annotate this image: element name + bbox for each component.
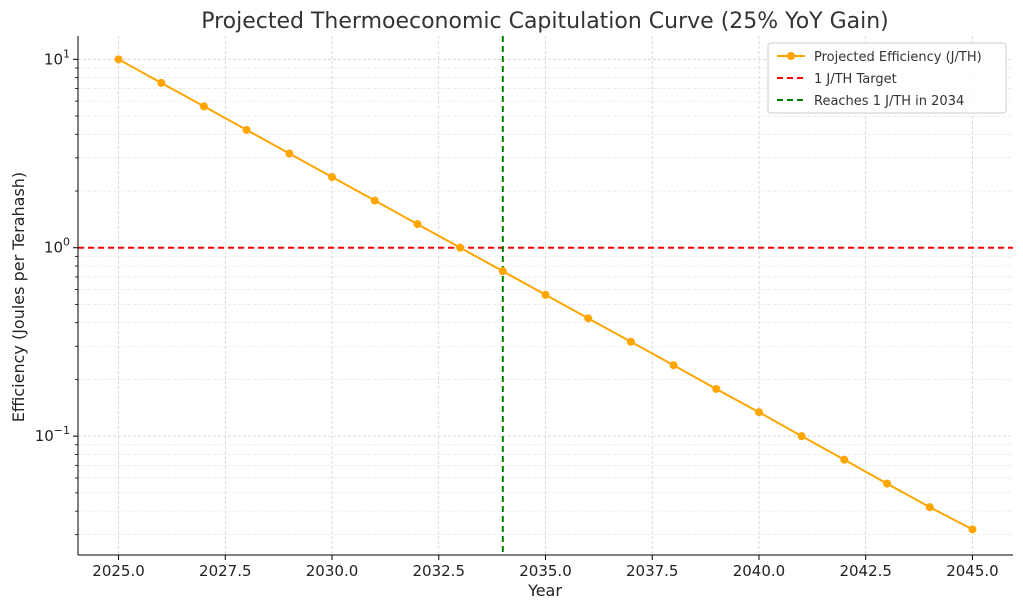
y-tick-label: 100 bbox=[44, 236, 70, 257]
reference-lines bbox=[78, 36, 1013, 555]
data-point bbox=[199, 102, 208, 111]
x-tick-label: 2045.0 bbox=[946, 562, 999, 580]
data-point bbox=[498, 267, 507, 276]
data-point bbox=[712, 384, 721, 393]
axes bbox=[73, 36, 1013, 560]
data-point bbox=[242, 125, 251, 134]
y-tick-exponent: −1 bbox=[54, 424, 70, 437]
data-point bbox=[925, 503, 934, 512]
y-tick-exponent: 0 bbox=[63, 236, 70, 249]
y-axis-label: Efficiency (Joules per Terahash) bbox=[9, 172, 28, 422]
x-axis-label: Year bbox=[527, 581, 562, 600]
y-tick-base: 10 bbox=[44, 50, 63, 68]
x-tick-label: 2035.0 bbox=[519, 562, 572, 580]
x-tick-label: 2025.0 bbox=[92, 562, 145, 580]
data-point bbox=[328, 173, 337, 182]
y-tick-label: 10−1 bbox=[35, 424, 70, 445]
chart-title: Projected Thermoeconomic Capitulation Cu… bbox=[201, 9, 889, 34]
data-point bbox=[883, 479, 892, 488]
legend-label: Projected Efficiency (J/TH) bbox=[814, 50, 982, 65]
x-tick-label: 2027.5 bbox=[199, 562, 252, 580]
y-tick-base: 10 bbox=[35, 427, 54, 445]
legend-box bbox=[767, 42, 1007, 114]
legend-label: 1 J/TH Target bbox=[814, 72, 897, 87]
legend-label: Reaches 1 J/TH in 2034 bbox=[814, 94, 964, 109]
tick-labels: 2025.0 2027.5 2030.0 2032.5 2035.0 2037.5 2040… bbox=[35, 47, 999, 580]
data-point bbox=[114, 55, 123, 64]
data-point bbox=[370, 196, 379, 205]
x-tick-label: 2032.5 bbox=[413, 562, 466, 580]
data-point bbox=[754, 408, 763, 417]
legend-swatch-marker bbox=[787, 52, 795, 60]
data-point bbox=[456, 243, 465, 252]
data-point bbox=[968, 525, 977, 534]
data-point bbox=[541, 290, 550, 299]
data-point bbox=[840, 455, 849, 464]
x-tick-label: 2030.0 bbox=[306, 562, 359, 580]
data-point bbox=[584, 314, 593, 323]
series-layer bbox=[114, 55, 977, 534]
grid bbox=[78, 36, 1013, 555]
data-point bbox=[157, 78, 166, 87]
legend: Projected Efficiency (J/TH) 1 J/TH Target… bbox=[767, 42, 1007, 114]
data-point bbox=[797, 432, 806, 441]
data-point bbox=[669, 361, 678, 370]
data-point bbox=[285, 149, 294, 158]
x-tick-label: 2042.5 bbox=[839, 562, 892, 580]
y-tick-base: 10 bbox=[44, 239, 63, 257]
y-tick-exponent: 1 bbox=[63, 47, 70, 60]
x-tick-label: 2037.5 bbox=[626, 562, 679, 580]
data-point bbox=[413, 220, 422, 229]
data-point bbox=[626, 337, 635, 346]
y-tick-label: 101 bbox=[44, 47, 70, 68]
x-tick-label: 2040.0 bbox=[733, 562, 786, 580]
